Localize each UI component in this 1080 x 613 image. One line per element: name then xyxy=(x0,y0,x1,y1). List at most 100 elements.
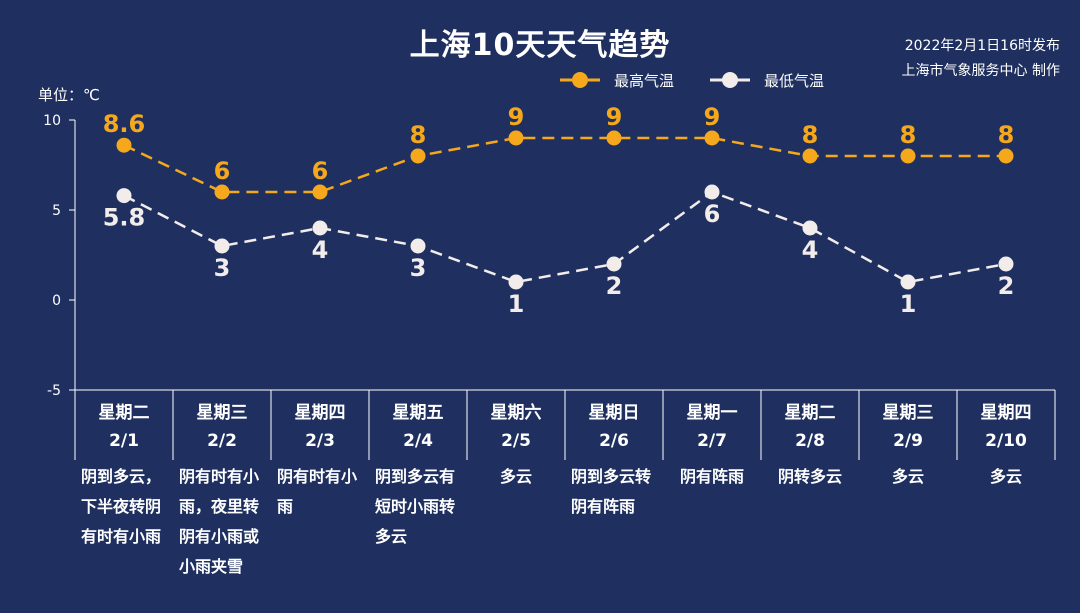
low-point xyxy=(606,256,622,272)
high-point xyxy=(116,137,132,153)
high-point xyxy=(410,148,426,164)
day-header: 星期二 2/8 xyxy=(761,392,859,460)
low-data-label: 5.8 xyxy=(103,204,146,232)
low-data-label: 4 xyxy=(312,236,329,264)
weekday-label: 星期四 xyxy=(980,403,1032,423)
weekday-label: 星期二 xyxy=(98,403,150,423)
legend-marker-high xyxy=(572,72,588,88)
date-label: 2/5 xyxy=(501,431,531,451)
high-data-label: 9 xyxy=(508,103,525,131)
high-data-label: 9 xyxy=(704,103,721,131)
low-point xyxy=(998,256,1014,272)
day-header: 星期五 2/4 xyxy=(369,392,467,460)
low-point xyxy=(508,274,524,290)
low-point xyxy=(704,184,720,200)
weather-description: 阴有时有小雨，夜里转阴有小雨或小雨夹雪 xyxy=(179,467,260,576)
high-data-label: 8.6 xyxy=(103,110,146,138)
date-label: 2/1 xyxy=(109,431,139,451)
low-data-label: 2 xyxy=(606,272,623,300)
high-data-label: 9 xyxy=(606,103,623,131)
low-line xyxy=(123,190,1007,284)
day-header: 星期日 2/6 xyxy=(565,392,663,460)
high-data-label: 6 xyxy=(312,157,329,185)
date-label: 2/4 xyxy=(403,431,433,451)
legend-label-high: 最高气温 xyxy=(614,72,674,90)
high-point xyxy=(900,148,916,164)
low-point xyxy=(312,220,328,236)
high-point xyxy=(704,130,720,146)
date-label: 2/10 xyxy=(985,431,1027,451)
high-point xyxy=(214,184,230,200)
day-header: 星期四 2/10 xyxy=(957,392,1055,460)
series-low: 5.8 3 4 3 1 2 6 4 1 2 xyxy=(103,184,1015,318)
weekday-label: 星期三 xyxy=(196,403,248,423)
high-point xyxy=(508,130,524,146)
low-data-label: 4 xyxy=(802,236,819,264)
weekday-label: 星期三 xyxy=(882,403,934,423)
publish-info: 2022年2月1日16时发布 上海市气象服务中心 制作 xyxy=(902,34,1060,84)
high-data-label: 8 xyxy=(998,121,1015,149)
date-label: 2/3 xyxy=(305,431,335,451)
weather-description: 阴到多云有短时小雨转多云 xyxy=(375,467,456,546)
low-data-label: 2 xyxy=(998,272,1015,300)
low-point xyxy=(802,220,818,236)
high-point xyxy=(606,130,622,146)
weather-description: 多云 xyxy=(989,467,1022,486)
low-data-label: 6 xyxy=(704,200,721,228)
series-high: 8.6 6 6 8 9 9 9 8 8 8 xyxy=(103,103,1015,200)
date-label: 2/8 xyxy=(795,431,825,451)
legend: 最高气温 最低气温 xyxy=(560,72,824,90)
weather-description: 阴到多云转阴有阵雨 xyxy=(571,467,652,516)
low-data-label: 1 xyxy=(508,290,525,318)
day-header: 星期二 2/1 xyxy=(75,392,173,460)
high-data-label: 6 xyxy=(214,157,231,185)
high-point xyxy=(312,184,328,200)
weekday-label: 星期四 xyxy=(294,403,346,423)
unit-label: 单位：℃ xyxy=(38,86,100,104)
weekday-label: 星期六 xyxy=(490,403,542,423)
weather-description: 阴转多云 xyxy=(777,467,842,486)
weekday-label: 星期一 xyxy=(686,403,738,423)
publish-time: 2022年2月1日16时发布 xyxy=(904,38,1060,54)
weekday-label: 星期日 xyxy=(588,403,640,423)
date-label: 2/7 xyxy=(697,431,727,451)
weather-description: 阴到多云，下半夜转阴有时有小雨 xyxy=(81,467,162,546)
y-tick-label: 0 xyxy=(52,293,61,309)
weekday-label: 星期五 xyxy=(392,403,444,423)
low-point xyxy=(900,274,916,290)
weather-description: 多云 xyxy=(891,467,924,486)
high-data-label: 8 xyxy=(410,121,427,149)
date-label: 2/9 xyxy=(893,431,923,451)
date-label: 2/6 xyxy=(599,431,629,451)
low-point xyxy=(214,238,230,254)
day-header: 星期三 2/2 xyxy=(173,392,271,460)
y-tick-label: -5 xyxy=(47,383,61,399)
high-line xyxy=(123,136,1006,194)
y-tick-label: 10 xyxy=(43,113,61,129)
weather-description: 阴有时有小雨 xyxy=(277,467,358,516)
day-header: 星期三 2/9 xyxy=(859,392,957,460)
weather-description: 多云 xyxy=(499,467,532,486)
date-label: 2/2 xyxy=(207,431,237,451)
day-header: 星期六 2/5 xyxy=(467,392,565,460)
low-point xyxy=(116,188,132,204)
chart-title: 上海10天天气趋势 xyxy=(409,28,671,63)
day-header: 星期一 2/7 xyxy=(663,392,761,460)
low-data-label: 3 xyxy=(410,254,427,282)
high-data-label: 8 xyxy=(802,121,819,149)
weekday-label: 星期二 xyxy=(784,403,836,423)
low-point xyxy=(410,238,426,254)
low-data-label: 3 xyxy=(214,254,231,282)
day-header: 星期四 2/3 xyxy=(271,392,369,460)
high-point xyxy=(802,148,818,164)
high-point xyxy=(998,148,1014,164)
low-data-label: 1 xyxy=(900,290,917,318)
legend-marker-low xyxy=(722,72,738,88)
y-tick-label: 5 xyxy=(52,203,61,219)
publisher: 上海市气象服务中心 制作 xyxy=(901,63,1060,79)
legend-label-low: 最低气温 xyxy=(764,72,824,90)
high-data-label: 8 xyxy=(900,121,917,149)
weather-description: 阴有阵雨 xyxy=(679,467,744,486)
axes: 10 5 0 -5 xyxy=(43,113,1056,460)
